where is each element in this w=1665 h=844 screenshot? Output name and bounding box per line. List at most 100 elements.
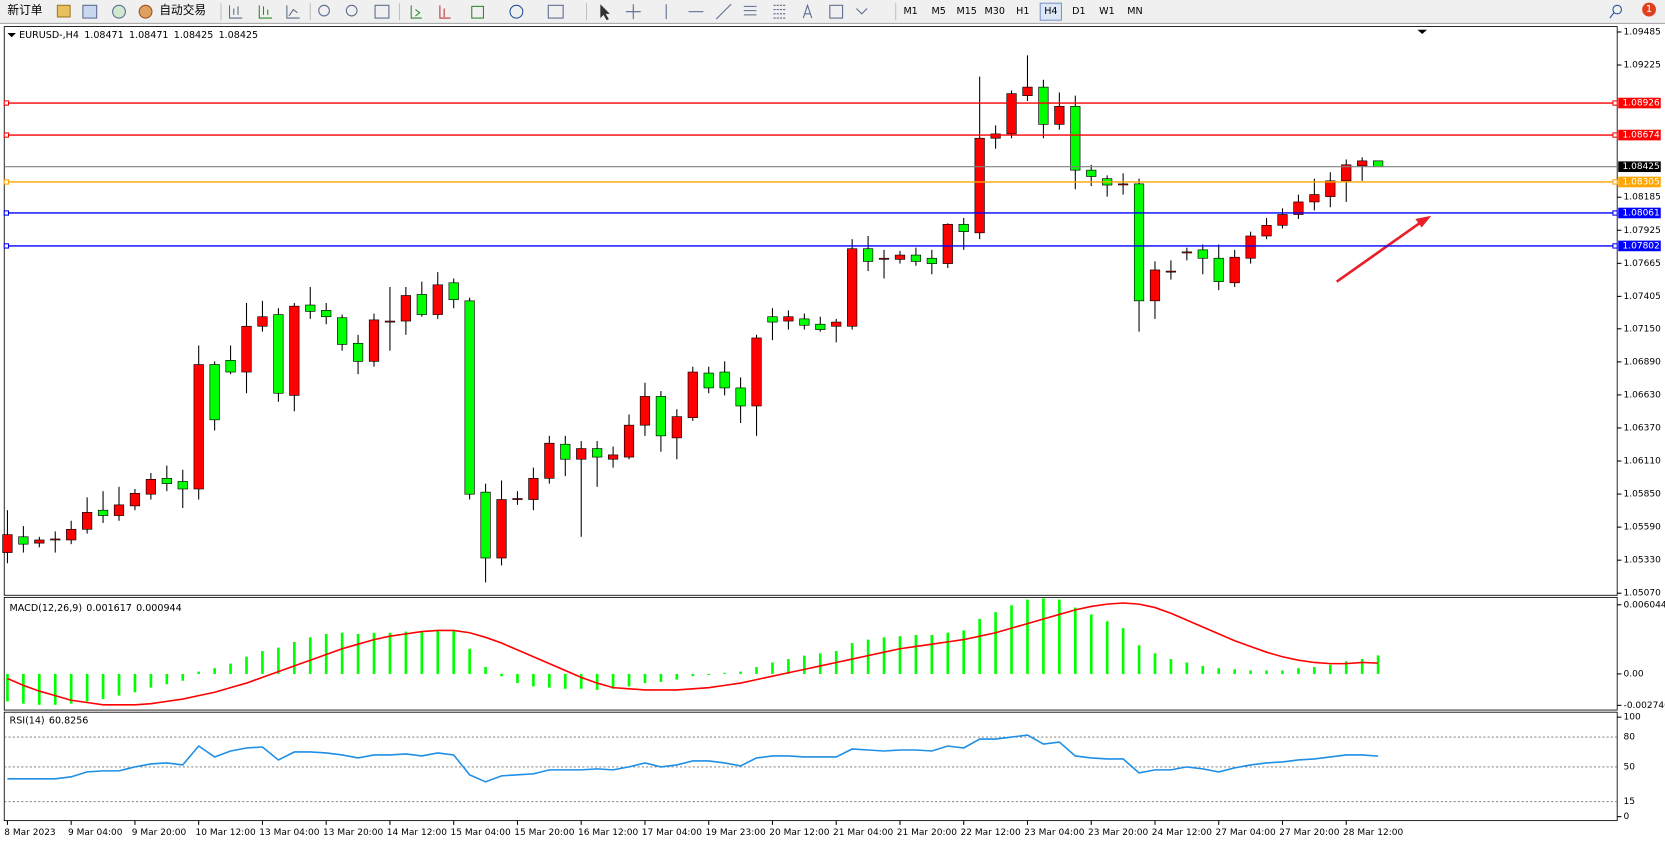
indicator-name: RSI(14) bbox=[10, 715, 45, 726]
x-tick-label: 19 Mar 23:00 bbox=[706, 828, 766, 838]
candle-body bbox=[1229, 256, 1240, 284]
icon[interactable] bbox=[600, 4, 610, 21]
icon[interactable] bbox=[625, 4, 641, 20]
icon[interactable] bbox=[258, 5, 273, 19]
timeframe-button[interactable]: H4 bbox=[1044, 6, 1057, 17]
line-handle bbox=[1612, 243, 1618, 249]
candle-body bbox=[432, 284, 443, 315]
symbol: EURUSD-,H4 bbox=[19, 30, 79, 41]
candle-body bbox=[129, 492, 141, 507]
icon[interactable] bbox=[439, 5, 451, 19]
candle-body bbox=[623, 424, 635, 458]
timeframe-button[interactable]: D1 bbox=[1072, 6, 1085, 17]
candle-body bbox=[735, 387, 746, 407]
x-tick-label: 28 Mar 12:00 bbox=[1343, 828, 1403, 838]
candle-body bbox=[767, 316, 778, 323]
candle-body bbox=[528, 477, 539, 500]
candle-body bbox=[368, 319, 380, 362]
timeframe-button[interactable]: M15 bbox=[957, 6, 977, 17]
icon[interactable] bbox=[56, 4, 71, 18]
y-tick-label: 1.07150 bbox=[1624, 324, 1662, 334]
search-icon[interactable] bbox=[1612, 4, 1622, 15]
toolbar-icons bbox=[56, 2, 1656, 21]
y-tick-label: 1.06890 bbox=[1624, 357, 1662, 367]
candle-body bbox=[225, 360, 236, 373]
price-label-bg bbox=[1618, 97, 1661, 109]
candle-body bbox=[1309, 194, 1320, 203]
timeframe-button[interactable]: MN bbox=[1127, 6, 1142, 17]
x-tick-label: 9 Mar 04:00 bbox=[68, 828, 123, 838]
x-tick-label: 23 Mar 04:00 bbox=[1024, 828, 1084, 838]
indicator-name: MACD(12,26,9) bbox=[10, 603, 83, 614]
candle-body bbox=[321, 310, 332, 318]
candle-body bbox=[289, 305, 300, 396]
candle-body bbox=[942, 223, 953, 264]
candle-body bbox=[1213, 257, 1224, 282]
y-tick-label: 0.006044 bbox=[1624, 600, 1665, 610]
icon[interactable] bbox=[82, 4, 98, 19]
icon[interactable] bbox=[856, 8, 868, 15]
line-handle bbox=[1612, 132, 1618, 138]
candle-body bbox=[97, 509, 109, 516]
icon[interactable] bbox=[112, 4, 126, 19]
icon[interactable] bbox=[410, 5, 422, 19]
x-tick-label: 9 Mar 20:00 bbox=[132, 828, 187, 838]
timeframe-button[interactable]: M30 bbox=[985, 6, 1005, 17]
icon[interactable] bbox=[374, 4, 390, 19]
candle-body bbox=[464, 300, 475, 495]
timeframe-button[interactable]: W1 bbox=[1099, 6, 1115, 17]
notification-badge[interactable] bbox=[1642, 2, 1656, 17]
icon[interactable] bbox=[802, 3, 813, 19]
price-label: 1.08305 bbox=[1622, 177, 1659, 187]
y-tick-label: 1.06370 bbox=[1624, 423, 1662, 433]
line-handle bbox=[3, 132, 10, 138]
annotation-arrow-head bbox=[1415, 215, 1432, 228]
x-tick-label: 16 Mar 12:00 bbox=[578, 828, 638, 838]
symbol-marker bbox=[7, 32, 16, 38]
level-label: 50 bbox=[1624, 762, 1636, 772]
timeframe-button[interactable]: M5 bbox=[931, 6, 945, 17]
search-icon bbox=[1609, 12, 1615, 19]
icon[interactable] bbox=[228, 5, 243, 19]
candle-body bbox=[592, 448, 603, 458]
y-tick-label: 1.05850 bbox=[1624, 490, 1662, 500]
candle-body bbox=[352, 342, 364, 362]
candle-body bbox=[1341, 164, 1352, 182]
timeframe-button[interactable]: M1 bbox=[903, 6, 917, 17]
icon[interactable] bbox=[743, 5, 757, 16]
window-marker bbox=[1417, 29, 1427, 35]
candle-body bbox=[894, 254, 906, 260]
icon[interactable] bbox=[715, 3, 732, 20]
icon[interactable] bbox=[773, 4, 787, 19]
price-label: 1.08926 bbox=[1622, 99, 1660, 109]
line-handle bbox=[1612, 210, 1618, 216]
icon[interactable] bbox=[547, 4, 564, 19]
new-order-button[interactable]: 新订单 bbox=[7, 3, 42, 17]
icon[interactable] bbox=[138, 4, 153, 19]
ohlc-close: 1.08425 bbox=[219, 30, 258, 41]
icon[interactable] bbox=[286, 5, 300, 19]
candle-body bbox=[241, 325, 252, 373]
icon[interactable] bbox=[345, 4, 358, 17]
auto-trading-button[interactable]: 自动交易 bbox=[159, 3, 206, 17]
line-handle bbox=[3, 100, 10, 106]
y-tick-label: 1.05330 bbox=[1624, 556, 1662, 566]
icon[interactable] bbox=[829, 4, 844, 19]
y-tick-label: 1.05590 bbox=[1624, 523, 1662, 533]
candle-body bbox=[655, 396, 666, 437]
icon[interactable] bbox=[318, 4, 330, 17]
candle-body bbox=[783, 316, 794, 322]
icon[interactable] bbox=[509, 4, 524, 19]
y-tick-label: 1.07665 bbox=[1624, 259, 1661, 269]
candle-body bbox=[480, 491, 491, 559]
icon[interactable] bbox=[471, 5, 484, 19]
candle-body bbox=[1054, 106, 1065, 125]
candle-body bbox=[703, 372, 714, 389]
candle-body bbox=[671, 416, 682, 439]
y-tick-label: 1.08185 bbox=[1624, 193, 1661, 203]
timeframe-button[interactable]: H1 bbox=[1016, 6, 1029, 17]
line-handle bbox=[3, 243, 10, 249]
y-tick-label: -0.002746 bbox=[1624, 701, 1665, 711]
